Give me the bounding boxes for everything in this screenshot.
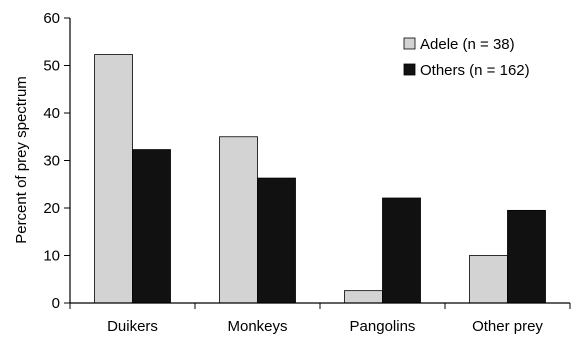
bar-others-other-prey [507,209,546,304]
legend-swatch-adele [403,37,416,50]
x-tick-label: Other prey [472,318,543,335]
y-tick-label: 40 [43,105,60,122]
bar-adele-monkeys [219,136,258,304]
legend-label-others: Others (n = 162) [420,62,530,79]
y-tick-label: 50 [43,58,60,75]
y-axis-title: Percent of prey spectrum [13,76,30,244]
y-tick-label: 0 [52,295,60,312]
y-tick-label: 10 [43,248,60,265]
legend-swatch-others [403,63,416,76]
x-tick-label: Pangolins [350,318,416,335]
bar-adele-other-prey [469,255,508,304]
bar-others-monkeys [257,177,296,304]
bar-adele-pangolins [344,290,383,304]
bar-others-duikers [132,149,171,304]
x-tick-label: Duikers [107,318,158,335]
y-tick-label: 20 [43,200,60,217]
legend: Adele (n = 38) Others (n = 162) [403,36,530,79]
bar-adele-duikers [94,54,133,304]
y-tick-label: 60 [43,10,60,27]
y-tick-label: 30 [43,153,60,170]
x-tick-label: Monkeys [227,318,287,335]
legend-label-adele: Adele (n = 38) [420,36,515,53]
bar-others-pangolins [382,197,421,304]
